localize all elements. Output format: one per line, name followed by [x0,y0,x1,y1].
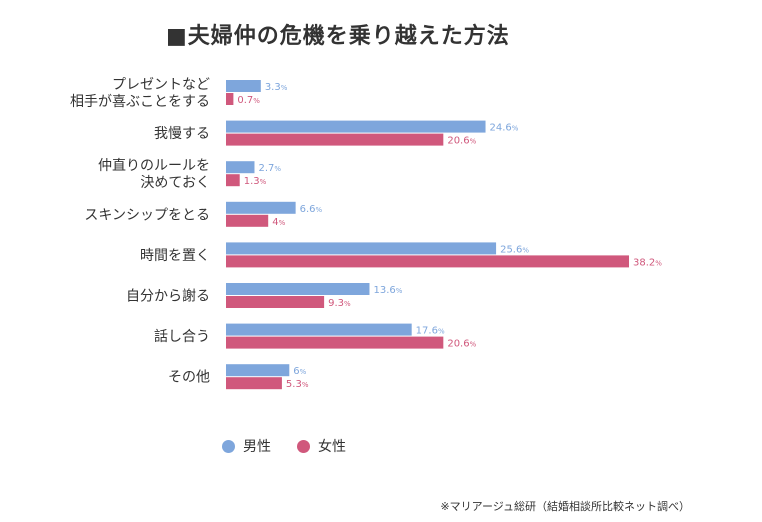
data-label-female: 9.3% [328,298,351,309]
bar-male [226,323,412,336]
legend-item-female: 女性 [297,436,346,456]
data-label-female: 4% [272,217,285,228]
data-label-male: 24.6% [490,123,519,134]
data-label-female: 0.7% [237,95,260,106]
data-label-female: 20.6% [447,339,476,350]
category-label: 話し合う [154,328,210,345]
data-label-male: 13.6% [373,285,402,296]
data-label-male: 17.6% [416,326,445,337]
bar-female [226,336,444,349]
category-label: その他 [168,370,210,386]
data-label-female: 5.3% [286,379,309,390]
source-note: ※マリアージュ総研（結婚相談所比較ネット調べ） [440,500,690,513]
category-label: 我慢する [154,125,210,142]
bar-male [226,120,486,133]
data-label-male: 2.7% [258,163,281,174]
data-label-male: 25.6% [500,244,529,255]
data-label-female: 1.3% [244,176,267,187]
data-label-male: 6% [293,366,306,377]
data-label-female: 38.2% [633,257,662,268]
bar-female [226,174,240,187]
category-label: 仲直りのルールを決めておく [98,157,210,191]
category-label: 自分から謝る [126,289,210,305]
bar-female [226,296,325,308]
bar-female [226,214,269,227]
bar-male [226,242,497,255]
data-label-female: 20.6% [447,136,476,147]
legend-label-female: 女性 [318,439,346,455]
bar-female [226,133,444,146]
legend: 男性 女性 [222,436,346,456]
chart-title: ■夫婦仲の危機を乗り越えた方法 [166,24,510,49]
legend-item-male: 男性 [222,436,271,456]
bar-female [226,377,282,390]
data-label-male: 6.6% [300,204,323,215]
bar-female [226,93,234,105]
bar-male [226,283,370,295]
data-label-male: 3.3% [265,82,288,93]
legend-swatch-male [222,439,235,453]
bar-male [226,364,290,377]
bar-female [226,255,630,268]
category-label: プレゼントなど相手が喜ぶことをする [70,77,210,110]
category-label: 時間を置く [140,248,210,264]
bar-male [226,80,261,92]
bar-chart: プレゼントなど相手が喜ぶことをする 3.3% 0.7% 我慢する 24.6% 20.6% 仲… [70,77,662,390]
category-label: スキンシップをとる [84,207,210,223]
legend-label-male: 男性 [243,439,271,455]
legend-swatch-female [297,439,310,453]
bar-male [226,201,296,214]
bar-male [226,161,255,174]
